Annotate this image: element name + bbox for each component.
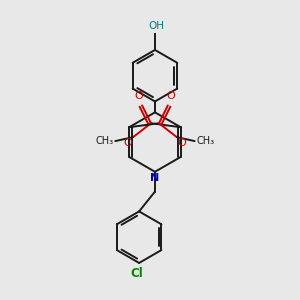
Text: CH₃: CH₃ bbox=[196, 136, 215, 146]
Text: O: O bbox=[135, 92, 143, 101]
Text: O: O bbox=[167, 92, 175, 101]
Text: Cl: Cl bbox=[131, 267, 143, 280]
Text: OH: OH bbox=[148, 21, 164, 31]
Text: N: N bbox=[150, 173, 160, 183]
Text: O: O bbox=[123, 138, 132, 148]
Text: O: O bbox=[178, 138, 187, 148]
Text: CH₃: CH₃ bbox=[95, 136, 113, 146]
